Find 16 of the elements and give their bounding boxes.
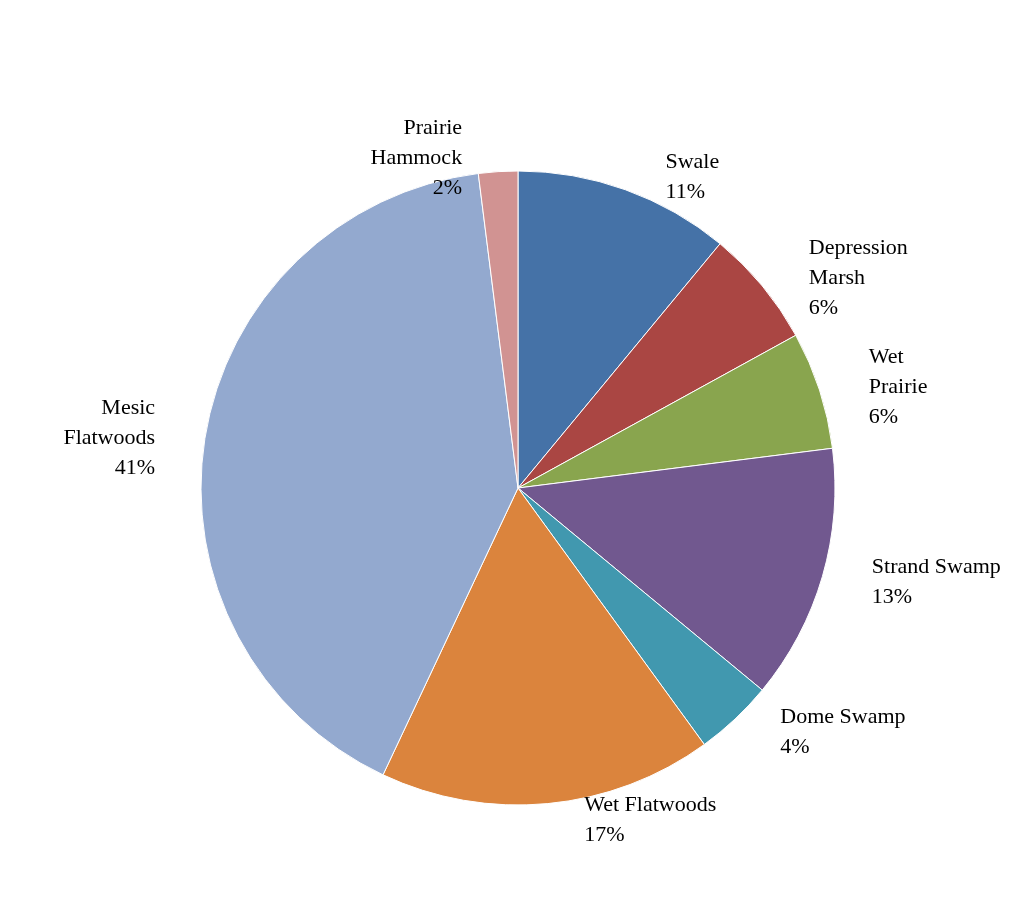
data-label: 6% [808, 293, 839, 319]
data-label: 41% [114, 453, 156, 479]
slice-label: Swale [665, 148, 720, 174]
data-label: 13% [871, 583, 913, 609]
slice-label: Prairie Hammock [370, 114, 463, 170]
data-label: 2% [432, 174, 463, 200]
slice-label: Dome Swamp [780, 702, 906, 728]
data-label: 6% [868, 402, 899, 428]
slice-label: Mesic Flatwoods [63, 393, 156, 449]
slice-label: Wet Flatwoods [584, 791, 717, 817]
data-label: 17% [584, 821, 625, 847]
slice-label: Depression Marsh [808, 233, 908, 289]
data-label: 11% [665, 178, 705, 204]
slice-label: Strand Swamp [871, 553, 1001, 579]
slice-label: Wet Prairie [868, 342, 928, 398]
data-label: 4% [780, 732, 810, 758]
